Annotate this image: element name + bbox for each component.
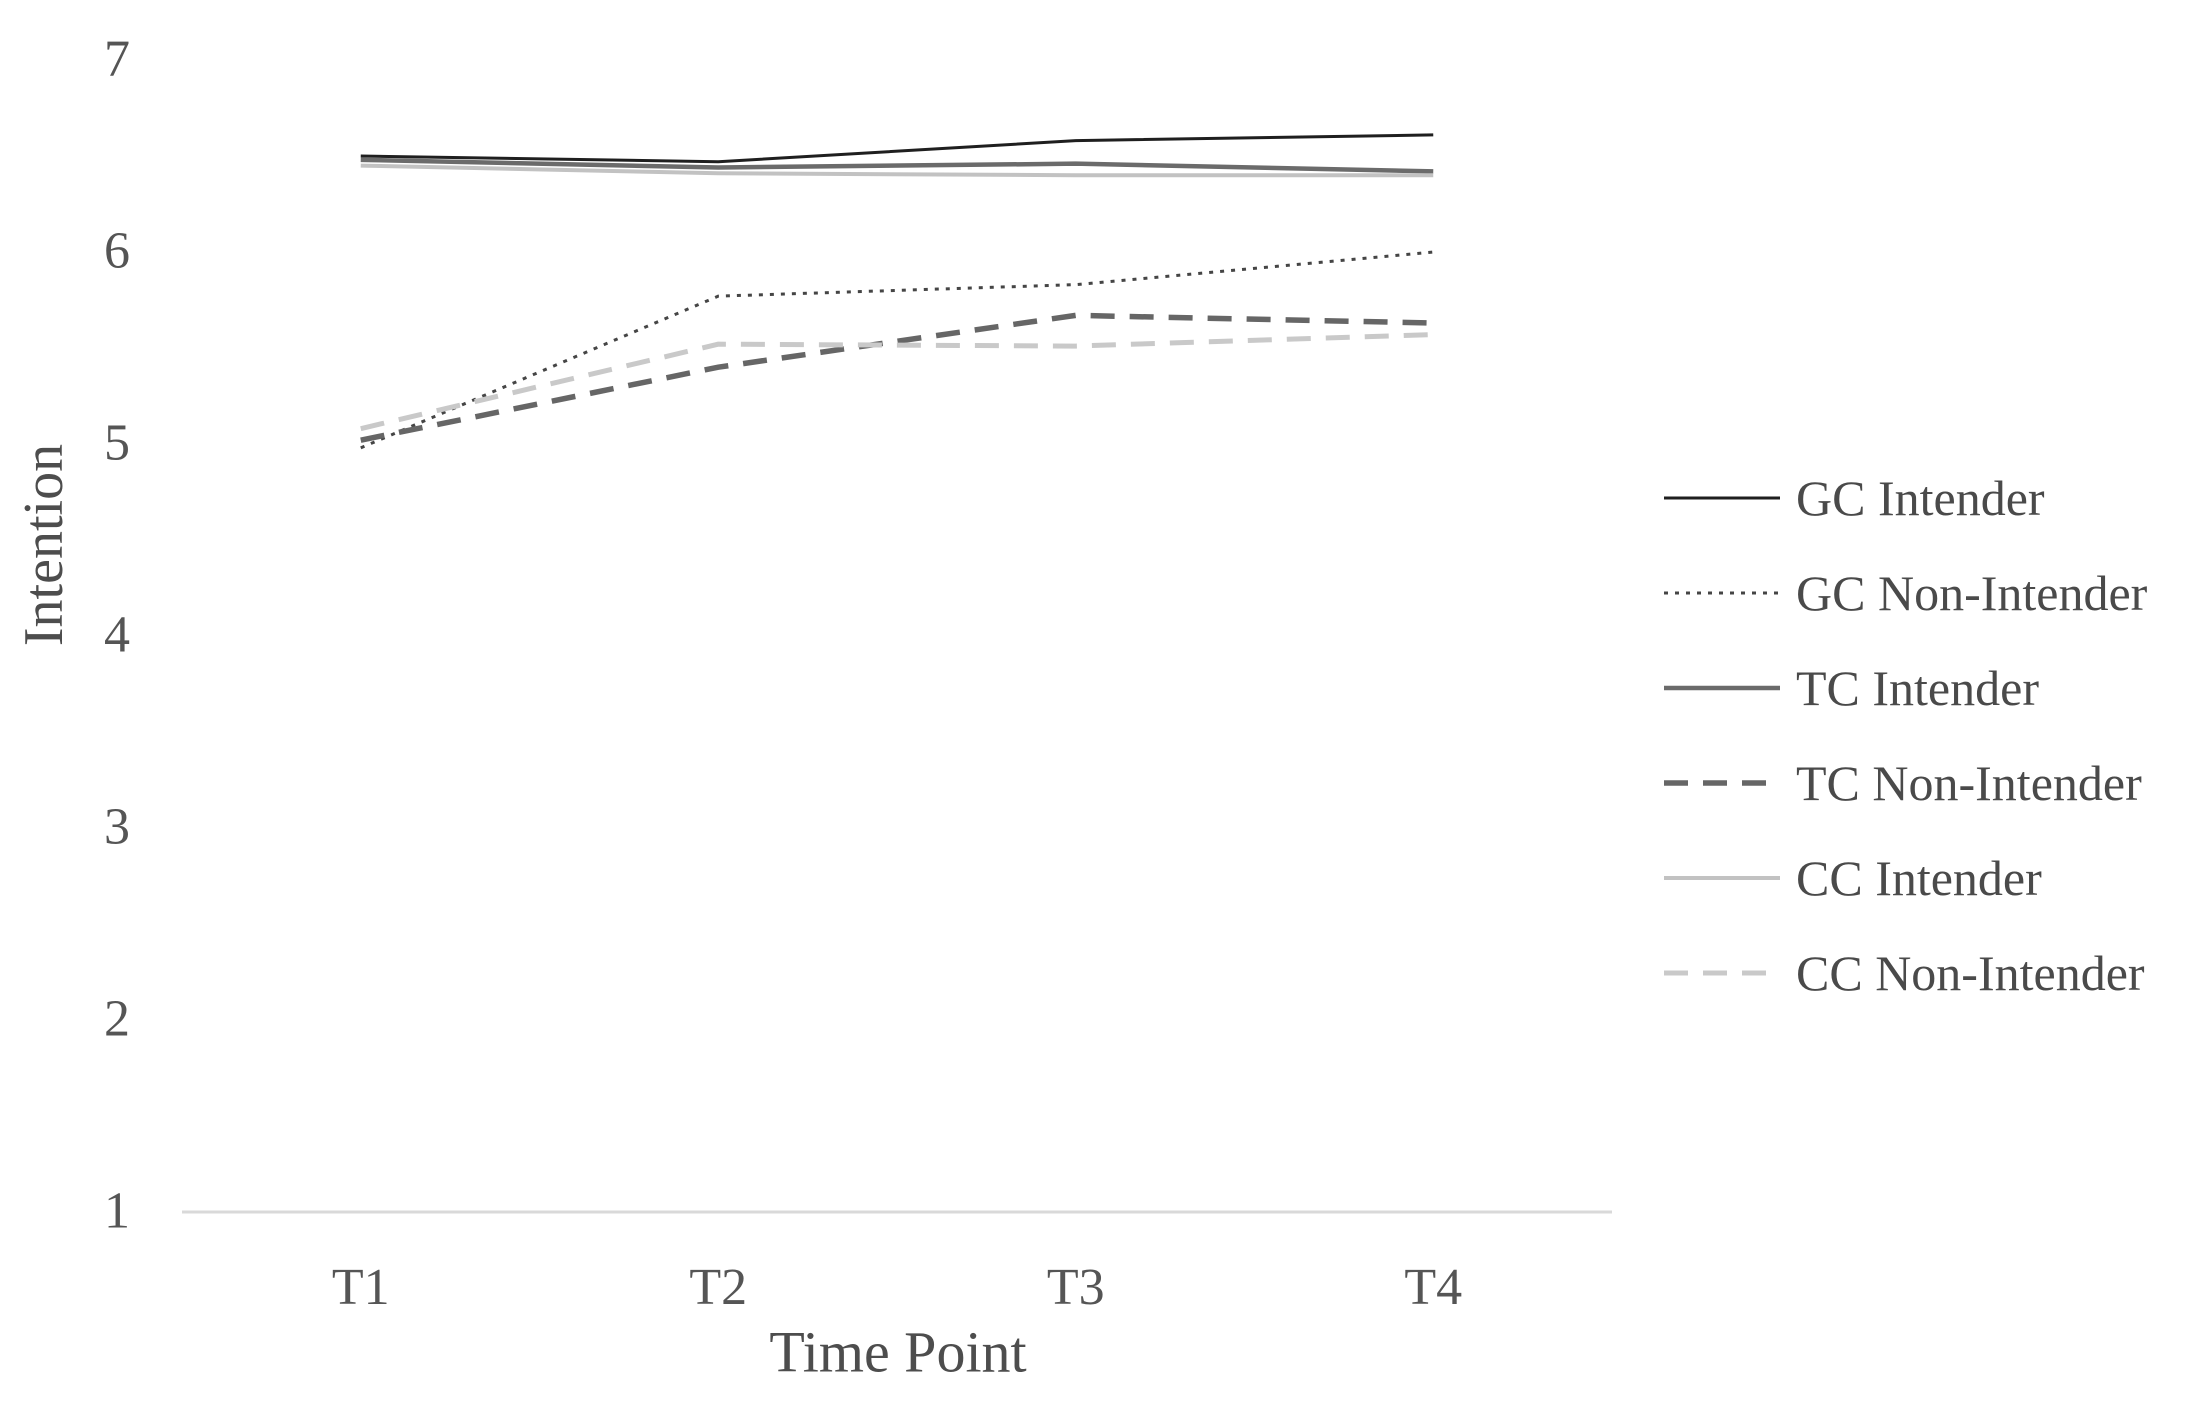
- legend-item-cc-intender: CC Intender: [1662, 830, 2147, 925]
- legend-item-tc-non-intender: TC Non-Intender: [1662, 735, 2147, 830]
- legend-label: TC Non-Intender: [1796, 754, 2142, 811]
- legend-label: GC Intender: [1796, 469, 2045, 526]
- series-line-tc-non-intender: [360, 312, 1434, 443]
- x-axis-title: Time Point: [769, 1319, 1027, 1385]
- series-line-gc-non-intender: [360, 250, 1434, 450]
- y-tick-label: 2: [104, 990, 130, 1048]
- legend-label: TC Intender: [1796, 659, 2039, 716]
- y-tick-label: 6: [104, 222, 130, 280]
- legend-item-cc-non-intender: CC Non-Intender: [1662, 925, 2147, 1020]
- x-tick-label: T2: [689, 1259, 748, 1316]
- legend-line-swatch: [1664, 875, 1780, 880]
- legend-label: GC Non-Intender: [1796, 564, 2148, 621]
- series-line-cc-non-intender: [360, 332, 1434, 432]
- y-tick-label: 4: [104, 606, 130, 664]
- legend-line-swatch: [1664, 496, 1780, 499]
- legend-label: CC Intender: [1796, 849, 2042, 906]
- x-tick-label: T3: [1046, 1259, 1105, 1316]
- legend-label: CC Non-Intender: [1796, 944, 2145, 1001]
- legend-line-swatch: [1664, 779, 1780, 786]
- legend-item-tc-intender: TC Intender: [1662, 640, 2147, 735]
- y-tick-label: 5: [104, 414, 130, 472]
- legend-item-gc-non-intender: GC Non-Intender: [1662, 545, 2147, 640]
- legend-line-swatch: [1664, 591, 1780, 594]
- legend-line-swatch: [1664, 970, 1780, 975]
- series-line-tc-intender: [360, 157, 1434, 174]
- y-tick-label: 7: [104, 30, 130, 88]
- series-line-gc-intender: [360, 133, 1434, 164]
- legend-line-swatch: [1664, 685, 1780, 690]
- legend-item-gc-intender: GC Intender: [1662, 450, 2147, 545]
- legend: GC Intender GC Non-Intender TC Intender …: [1662, 450, 2147, 1020]
- y-tick-label: 3: [104, 798, 130, 856]
- x-tick-label: T4: [1404, 1259, 1463, 1316]
- y-tick-label: 1: [104, 1182, 130, 1240]
- series-line-cc-intender: [360, 163, 1434, 178]
- x-tick-label: T1: [331, 1259, 390, 1316]
